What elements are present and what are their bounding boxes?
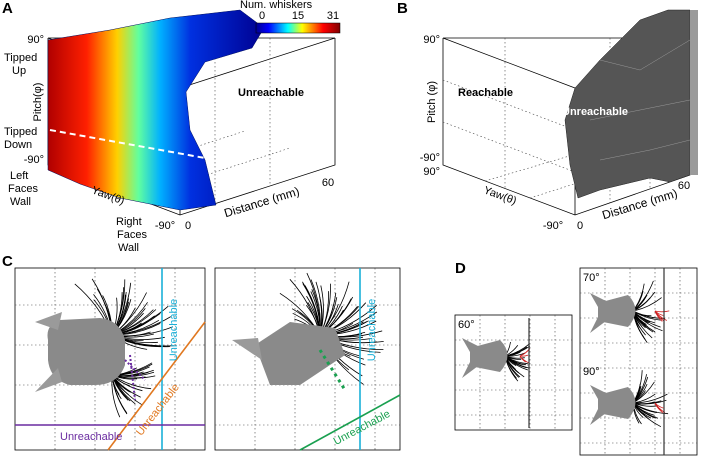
annotation: Tipped Down: [4, 126, 37, 151]
whisker: [632, 393, 668, 404]
mouse-head: [47, 318, 125, 385]
angle-label: 60°: [458, 319, 475, 331]
annotation-line: Wall: [118, 242, 139, 254]
axis-tick: -90°: [420, 152, 440, 164]
whisker: [654, 310, 670, 313]
axis-tick: 60: [322, 177, 334, 189]
axis-tick: 0: [185, 220, 191, 232]
annotation-line: Faces: [117, 229, 147, 241]
axis-title: Distance (mm): [222, 184, 301, 220]
region-label: Unreachable: [60, 431, 122, 443]
mice: [462, 293, 636, 425]
box-edge: [442, 37, 691, 216]
colorbar-tick: 15: [292, 10, 304, 22]
region-label: Unreachable: [168, 299, 180, 361]
whisker: [632, 297, 662, 312]
colorbar-title: Num. whiskers: [240, 0, 313, 11]
plot-frame: [14, 267, 206, 451]
annotation-line: Left: [10, 170, 28, 182]
axis-title: Pitch(φ): [32, 83, 44, 122]
plot-frame: [579, 267, 698, 456]
annotation-line: Faces: [8, 183, 38, 195]
panel-b: B 90° Pitch (φ) -90° 90° Yaw(θ) -90° 0 6…: [397, 0, 698, 232]
unreachable-surface: [564, 9, 691, 199]
panel-label: D: [455, 260, 466, 277]
mouse-ear: [232, 338, 262, 360]
annotation-line: Tipped: [4, 126, 37, 138]
angle-label: 70°: [583, 272, 600, 284]
region-label: Unreachable: [562, 106, 628, 118]
annotation-line: Up: [12, 65, 26, 77]
panel-c: C Unreachable Unreachable Unreachable Un…: [2, 253, 401, 451]
panel-label: A: [2, 0, 13, 17]
axis-title: Pitch (φ): [426, 81, 438, 123]
region-label: Unreachable: [366, 299, 378, 361]
angle-label: 90°: [583, 366, 600, 378]
axis-tick: 0: [577, 220, 583, 232]
whisker: [654, 310, 664, 316]
colorbar-tick: 31: [327, 10, 339, 22]
axis-title: Yaw(θ): [482, 184, 518, 207]
reachability-heatmap: [47, 9, 265, 211]
annotation: Left Faces Wall: [8, 170, 38, 208]
panel-a: A Num. whiskers 0 15 31 90° Tipped Up Pit…: [2, 0, 341, 254]
contact-points: [318, 349, 347, 391]
boundary-line: [299, 394, 401, 451]
region-label: Reachable: [458, 87, 513, 99]
annotation: Tipped Up: [4, 52, 37, 77]
axis-tick: -90°: [24, 154, 44, 166]
plot-frame: [214, 267, 401, 451]
panel-label: C: [2, 253, 13, 270]
annotation-line: Right: [116, 216, 142, 228]
axis-tick: -90°: [155, 220, 175, 232]
whisker: [519, 355, 526, 363]
whisker: [519, 355, 530, 364]
grid-line: [455, 315, 572, 430]
annotation-line: Wall: [10, 196, 31, 208]
colorbar-tick: 0: [259, 10, 265, 22]
axis-tick: 90°: [423, 166, 440, 178]
axis-tick: 60: [678, 180, 690, 192]
annotation-line: Down: [4, 139, 32, 151]
annotation: Right Faces Wall: [116, 216, 147, 254]
axis-title: Distance (mm): [600, 186, 679, 222]
plot-frame: [454, 314, 573, 431]
grid-line: [580, 268, 697, 455]
panel-d: D 60° 70° 90°: [454, 260, 698, 456]
annotation-line: Tipped: [4, 52, 37, 64]
dashed-line: [49, 129, 217, 161]
colorbar: [255, 22, 341, 34]
axis-tick: -90°: [543, 220, 563, 232]
surface-mesh: [589, 39, 691, 161]
axis-tick: 90°: [27, 34, 44, 46]
mouse-ear: [35, 312, 62, 392]
whisker-fan: [504, 280, 670, 428]
region-label: Unreachable: [238, 87, 304, 99]
surface-side: [690, 10, 698, 175]
contact-points: [124, 354, 146, 401]
mouse-head: [255, 322, 345, 385]
boundary-line: [107, 321, 206, 451]
axis-tick: 90°: [423, 34, 440, 46]
panel-label: B: [397, 0, 408, 17]
